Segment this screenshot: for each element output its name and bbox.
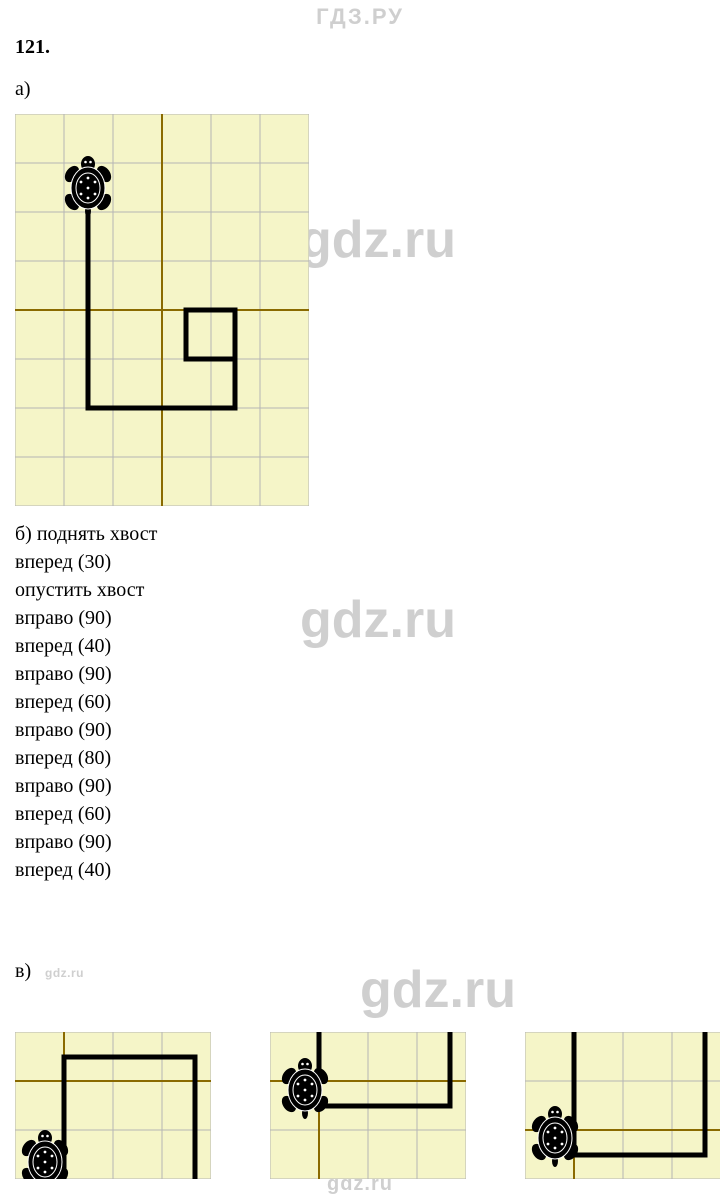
command-line: вперед (30) <box>15 548 157 576</box>
command-line: вперед (60) <box>15 688 157 716</box>
turtle-grid <box>15 1032 211 1179</box>
command-line: вправо (90) <box>15 604 157 632</box>
turtle-grid <box>270 1032 466 1179</box>
watermark: gdz.ru <box>300 210 456 270</box>
part-b-label: б) <box>15 523 37 545</box>
command-line: поднять хвост <box>37 523 158 545</box>
part-a-label: а) <box>15 78 31 101</box>
exercise-number: 121. <box>15 36 50 59</box>
command-line: вперед (80) <box>15 744 157 772</box>
turtle-grid <box>525 1032 720 1179</box>
command-line: вперед (40) <box>15 856 157 884</box>
commands-list: б) поднять хвост вперед (30)опустить хвос… <box>15 520 157 884</box>
command-line: вперед (60) <box>15 800 157 828</box>
part-v-label: в) <box>15 960 31 983</box>
command-line: вперед (40) <box>15 632 157 660</box>
command-line: вправо (90) <box>15 828 157 856</box>
command-line: опустить хвост <box>15 576 157 604</box>
command-line: вправо (90) <box>15 660 157 688</box>
command-line: вправо (90) <box>15 772 157 800</box>
command-line: вправо (90) <box>15 716 157 744</box>
turtle-grid <box>15 114 309 506</box>
